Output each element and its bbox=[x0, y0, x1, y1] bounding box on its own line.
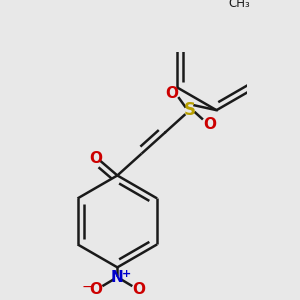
Text: O: O bbox=[89, 151, 102, 166]
Text: +: + bbox=[122, 269, 131, 279]
Text: S: S bbox=[184, 101, 196, 119]
Text: N: N bbox=[111, 269, 124, 284]
Text: O: O bbox=[90, 282, 103, 297]
Text: O: O bbox=[132, 282, 145, 297]
Text: CH₃: CH₃ bbox=[229, 0, 250, 10]
Text: O: O bbox=[203, 117, 216, 132]
Text: −: − bbox=[81, 280, 93, 294]
Text: O: O bbox=[165, 86, 178, 101]
